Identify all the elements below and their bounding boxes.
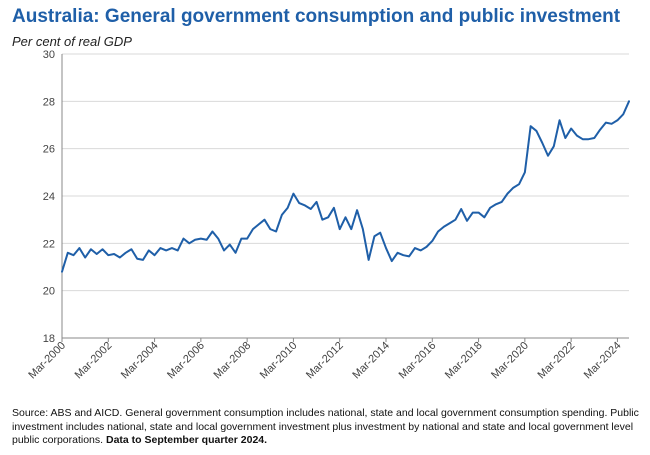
x-tick-label: Mar-2024	[582, 340, 624, 382]
x-tick-label: Mar-2012	[304, 340, 346, 382]
source-data-date: Data to September quarter 2024.	[105, 434, 268, 446]
x-tick-label: Mar-2016	[397, 340, 439, 382]
gridlines	[62, 53, 629, 292]
y-tick-label: 28	[43, 96, 55, 108]
x-tick-label: Mar-2008	[211, 340, 253, 382]
source-note: Source: ABS and AICD. General government…	[12, 407, 640, 448]
x-tick-label: Mar-2018	[443, 340, 485, 382]
x-tick-label: Mar-2002	[73, 340, 115, 382]
x-tick-label: Mar-2022	[535, 340, 577, 382]
y-tick-label: 20	[43, 286, 55, 298]
x-tick-label: Mar-2006	[165, 340, 207, 382]
axes	[61, 54, 629, 342]
x-tick-label: Mar-2014	[350, 340, 392, 382]
y-axis-label: Per cent of real GDP	[12, 34, 132, 49]
y-tick-label: 18	[43, 333, 55, 345]
x-tick-label: Mar-2010	[258, 340, 300, 382]
series-line	[61, 100, 630, 273]
x-tick-label: Mar-2004	[119, 340, 161, 382]
series-layer	[61, 100, 630, 273]
y-tick-labels: 18 20 22 24 26 28 30	[43, 49, 55, 345]
x-tick-label: Mar-2000	[26, 340, 68, 382]
chart-title: Australia: General government consumptio…	[12, 6, 621, 27]
y-tick-label: 30	[43, 49, 55, 61]
y-tick-label: 26	[43, 144, 55, 156]
x-tick-labels: Mar-2000 Mar-2002 Mar-2004 Mar-2006 Mar-2008…	[26, 340, 623, 382]
y-tick-label: 22	[43, 238, 55, 250]
x-tick-label: Mar-2020	[489, 340, 531, 382]
y-tick-label: 24	[43, 191, 55, 203]
source-text: Source: ABS and AICD. General government…	[12, 407, 639, 446]
